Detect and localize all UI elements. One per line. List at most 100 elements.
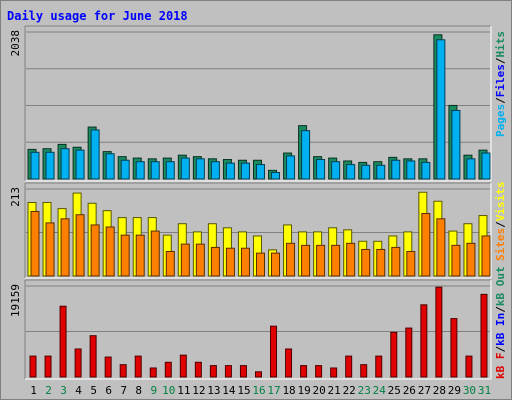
bar-files-day-11: [180, 157, 190, 180]
bar-files-day-16: [255, 164, 265, 180]
bar-sites-day-25: [391, 246, 401, 277]
chart-title: Daily usage for June 2018: [7, 9, 188, 23]
bar-sites-day-4: [75, 214, 85, 277]
bar-sites-day-17: [271, 252, 281, 277]
bar-kb-f-day-4: [74, 348, 82, 378]
bar-kb-f-day-3: [59, 305, 67, 378]
bar-kb-f-day-6: [104, 356, 112, 378]
bar-files-day-20: [316, 159, 326, 180]
legend-label-kb-out: kB Out: [494, 266, 507, 306]
bar-kb-f-day-31: [480, 293, 488, 378]
bar-sites-day-3: [60, 218, 70, 277]
bar-sites-day-16: [255, 252, 265, 277]
legend-kb: kB F/kB In/kB Out: [494, 266, 507, 379]
x-tick-label-day-3: 3: [60, 384, 67, 397]
bar-kb-f-day-30: [465, 355, 473, 378]
bar-kb-f-day-10: [164, 361, 172, 378]
legend-separator: /: [494, 306, 507, 313]
bar-files-day-9: [150, 161, 160, 180]
bar-kb-f-day-23: [360, 364, 368, 378]
bar-files-day-17: [271, 172, 281, 180]
bar-files-day-5: [90, 129, 100, 180]
bar-files-day-3: [60, 148, 70, 180]
bar-files-day-7: [120, 159, 130, 180]
bar-sites-day-30: [466, 242, 476, 277]
x-tick-label-day-15: 15: [237, 384, 250, 397]
bar-kb-f-day-29: [450, 318, 458, 378]
bar-files-day-21: [331, 161, 341, 180]
bar-kb-f-day-20: [315, 365, 323, 378]
bar-files-day-27: [421, 161, 431, 180]
bar-files-day-28: [436, 39, 446, 180]
legend-label-kb-in: kB In: [494, 313, 507, 346]
bar-sites-day-6: [105, 226, 115, 277]
bar-sites-day-8: [135, 234, 145, 277]
bar-files-day-18: [286, 155, 296, 180]
bar-files-day-4: [75, 149, 85, 180]
bar-kb-f-day-28: [435, 286, 443, 378]
bar-files-day-29: [451, 109, 461, 180]
bar-sites-day-9: [150, 230, 160, 277]
bar-files-day-15: [240, 162, 250, 180]
x-tick-label-day-30: 30: [463, 384, 476, 397]
y-max-label: 213: [9, 187, 22, 207]
bar-kb-f-day-14: [224, 365, 232, 378]
bar-kb-f-day-19: [300, 365, 308, 378]
bar-sites-day-2: [45, 222, 55, 277]
x-tick-label-day-26: 26: [403, 384, 416, 397]
bar-files-day-23: [361, 164, 371, 180]
bar-sites-day-20: [316, 244, 326, 277]
bar-kb-f-day-15: [239, 365, 247, 378]
legend-separator: /: [494, 346, 507, 353]
x-tick-label-day-27: 27: [418, 384, 431, 397]
panel-background: [25, 280, 491, 379]
legend-separator: /: [494, 57, 507, 64]
bar-sites-day-23: [361, 248, 371, 277]
bar-kb-f-day-1: [29, 355, 37, 378]
bar-kb-f-day-25: [390, 331, 398, 378]
x-tick-label-day-9: 9: [150, 384, 157, 397]
x-tick-label-day-28: 28: [433, 384, 446, 397]
x-tick-label-day-16: 16: [252, 384, 265, 397]
bar-sites-day-22: [346, 242, 356, 277]
x-tick-label-day-29: 29: [448, 384, 461, 397]
legend-label-visits: Visits: [494, 182, 507, 222]
legend-label-kb-f: kB F: [494, 353, 507, 380]
bar-files-day-26: [406, 160, 416, 180]
bar-kb-f-day-17: [270, 325, 278, 378]
bar-files-day-13: [210, 161, 220, 180]
bar-kb-f-day-24: [375, 355, 383, 378]
x-tick-label-day-20: 20: [313, 384, 326, 397]
bar-sites-day-27: [421, 213, 431, 277]
bar-files-day-19: [301, 130, 311, 180]
bar-sites-day-31: [481, 235, 491, 277]
bar-kb-f-day-22: [345, 355, 353, 378]
bar-sites-day-12: [195, 243, 205, 277]
bar-sites-day-5: [90, 224, 100, 277]
bar-sites-day-14: [225, 247, 235, 277]
bar-files-day-8: [135, 161, 145, 180]
legend-label-hits: Hits: [494, 31, 507, 58]
bar-kb-f-day-21: [330, 367, 338, 378]
bar-files-day-22: [346, 164, 356, 180]
bar-files-day-12: [195, 158, 205, 180]
x-tick-label-day-13: 13: [207, 384, 220, 397]
x-tick-label-day-11: 11: [177, 384, 190, 397]
x-tick-label-day-2: 2: [45, 384, 52, 397]
bar-sites-day-11: [180, 243, 190, 277]
x-tick-label-day-7: 7: [120, 384, 127, 397]
x-tick-label-day-5: 5: [90, 384, 97, 397]
bar-kb-f-day-2: [44, 355, 52, 378]
bar-files-day-1: [30, 151, 40, 180]
y-max-label: 19159: [9, 284, 22, 317]
legend-visits-sites: Sites/Visits: [494, 182, 507, 262]
x-tick-label-day-12: 12: [192, 384, 205, 397]
bar-sites-day-19: [301, 244, 311, 277]
x-tick-label-day-1: 1: [30, 384, 37, 397]
x-tick-label-day-24: 24: [373, 384, 387, 397]
bar-sites-day-1: [30, 210, 40, 277]
bar-files-day-24: [376, 164, 386, 180]
bar-kb-f-day-13: [209, 365, 217, 378]
